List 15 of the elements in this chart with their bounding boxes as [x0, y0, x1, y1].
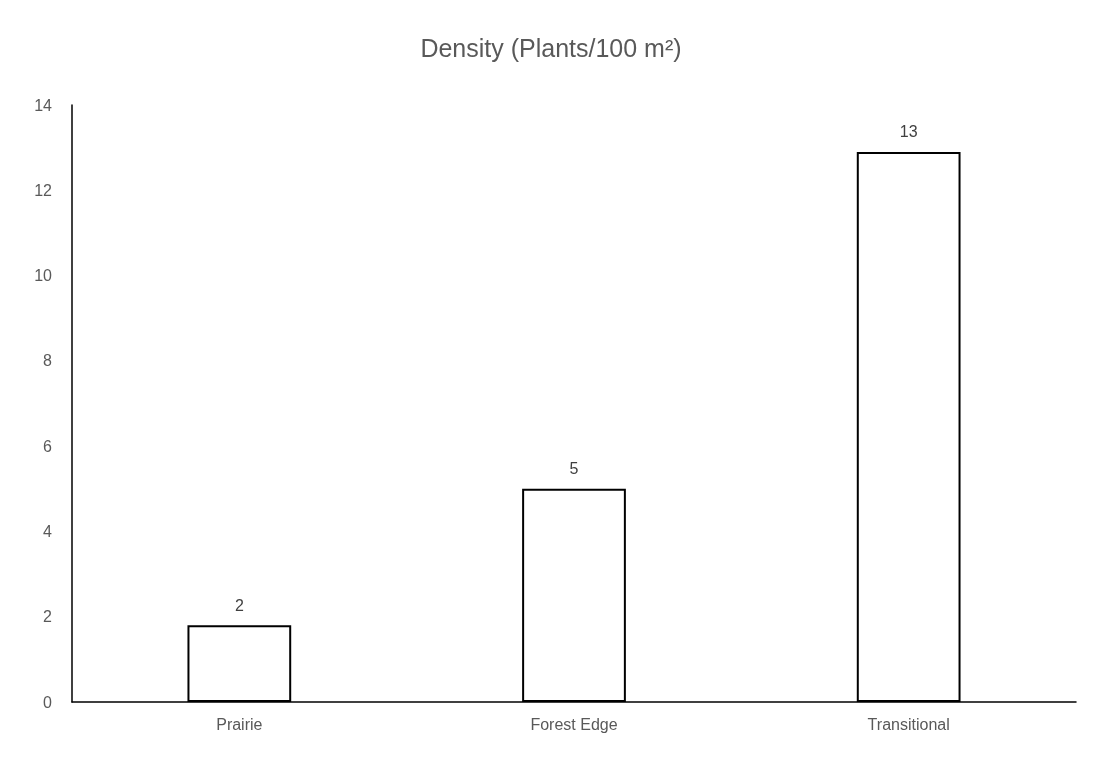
data-label: 2	[234, 596, 244, 614]
y-tick-label: 12	[34, 181, 53, 199]
x-tick-label: Forest Edge	[530, 715, 618, 733]
x-tick-label: Transitional	[867, 715, 950, 733]
y-tick-label: 6	[43, 437, 53, 455]
data-label: 13	[899, 123, 918, 141]
y-tick-label: 10	[34, 267, 53, 285]
y-tick-label: 2	[43, 608, 53, 626]
x-tick-label: Prairie	[216, 715, 263, 733]
y-tick-label: 0	[43, 693, 53, 711]
y-tick-label: 14	[34, 96, 53, 114]
y-tick-label: 4	[43, 522, 53, 540]
data-label: 5	[569, 460, 579, 478]
y-tick-label: 8	[43, 352, 53, 370]
chart-title: Density (Plants/100 m²)	[420, 33, 682, 62]
